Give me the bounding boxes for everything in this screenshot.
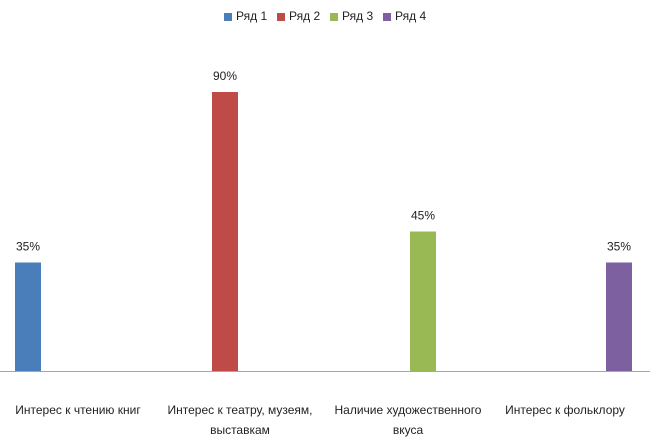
- legend-swatch: [277, 13, 285, 21]
- chart-value-labels: 35% 90% 45% 35%: [16, 69, 631, 254]
- chart-category-labels: Интерес к чтению книг Интерес к театру, м…: [15, 403, 625, 437]
- legend-swatch: [224, 13, 232, 21]
- bar-4: [606, 262, 632, 371]
- category-label-1: Интерес к чтению книг: [15, 403, 141, 417]
- value-label-2: 90%: [213, 69, 237, 83]
- chart-legend: Ряд 1 Ряд 2 Ряд 3 Ряд 4: [224, 9, 426, 23]
- legend-swatch: [383, 13, 391, 21]
- legend-label: Ряд 1: [236, 9, 267, 23]
- value-label-4: 35%: [607, 240, 631, 254]
- legend-item-1: Ряд 1: [224, 9, 267, 23]
- chart-bars: [15, 92, 632, 371]
- legend-label: Ряд 4: [395, 9, 426, 23]
- value-label-1: 35%: [16, 240, 40, 254]
- legend-item-4: Ряд 4: [383, 9, 426, 23]
- bar-3: [410, 231, 436, 371]
- legend-item-3: Ряд 3: [330, 9, 373, 23]
- category-label-3: Наличие художественного вкуса: [335, 403, 482, 437]
- legend-item-2: Ряд 2: [277, 9, 320, 23]
- bar-1: [15, 262, 41, 371]
- category-label-4: Интерес к фольклору: [505, 403, 625, 417]
- legend-label: Ряд 2: [289, 9, 320, 23]
- value-label-3: 45%: [411, 209, 435, 223]
- legend-label: Ряд 3: [342, 9, 373, 23]
- bar-2: [212, 92, 238, 371]
- legend-swatch: [330, 13, 338, 21]
- category-label-2: Интерес к театру, музеям, выставкам: [167, 403, 312, 437]
